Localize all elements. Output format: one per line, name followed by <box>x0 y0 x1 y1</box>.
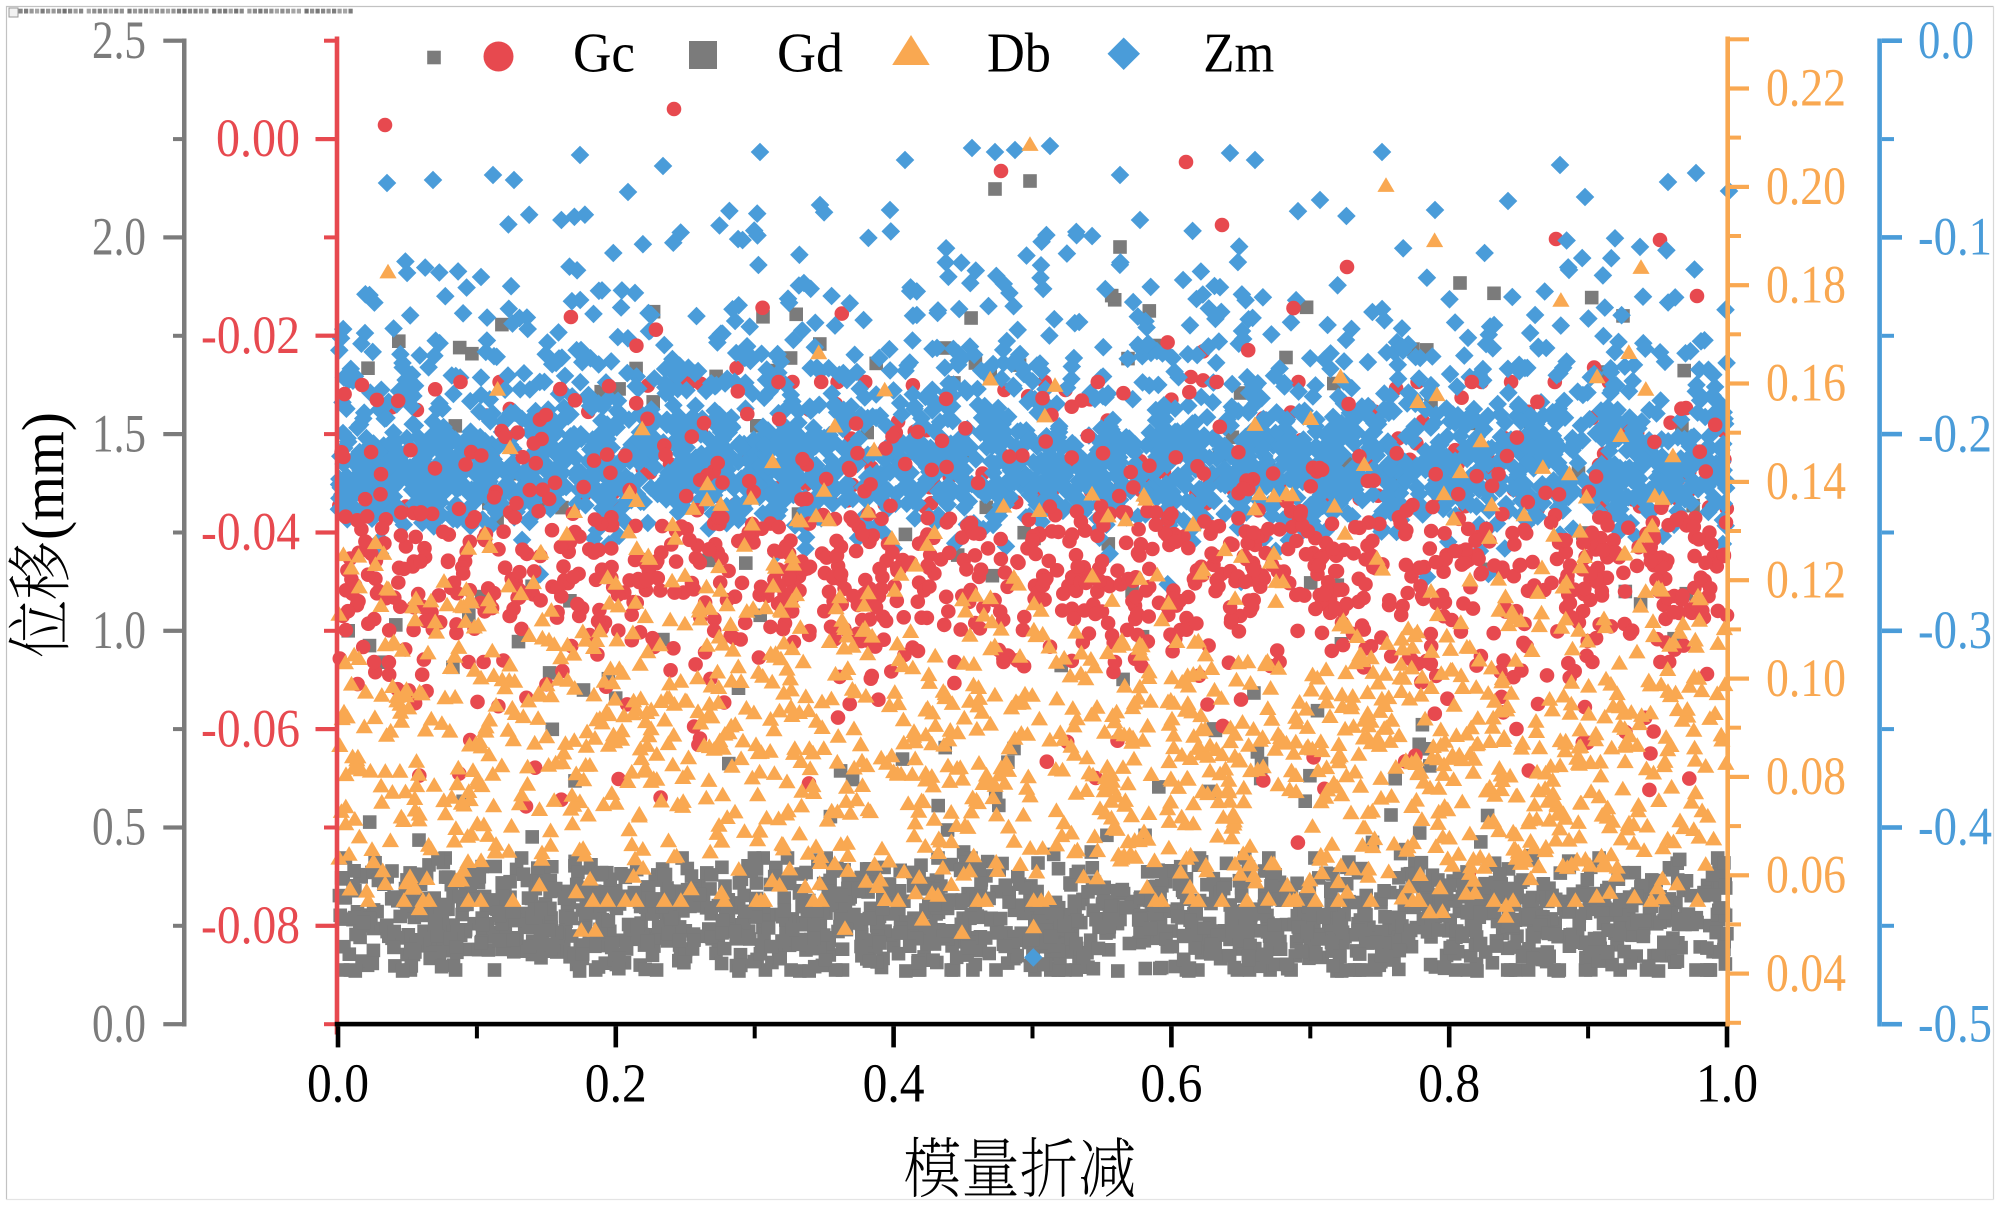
svg-text:-0.04: -0.04 <box>201 502 300 562</box>
svg-text:-0.3: -0.3 <box>1918 600 1992 660</box>
svg-text:-0.1: -0.1 <box>1918 207 1992 267</box>
svg-text:1.0: 1.0 <box>1696 1052 1758 1113</box>
svg-text:0.2: 0.2 <box>585 1052 647 1113</box>
svg-text:-0.4: -0.4 <box>1918 797 1992 857</box>
svg-text:0.10: 0.10 <box>1766 648 1846 708</box>
svg-text:2.0: 2.0 <box>92 207 146 267</box>
svg-text:0.5: 0.5 <box>92 797 146 857</box>
svg-text:0.0: 0.0 <box>1918 10 1974 70</box>
svg-text:0.22: 0.22 <box>1766 58 1846 118</box>
svg-text:0.06: 0.06 <box>1766 845 1846 905</box>
svg-text:-0.02: -0.02 <box>201 305 300 365</box>
svg-text:(mm): (mm) <box>11 412 77 540</box>
svg-text:0.14: 0.14 <box>1766 451 1846 511</box>
svg-text:0.08: 0.08 <box>1766 746 1846 806</box>
svg-text:0.20: 0.20 <box>1766 156 1846 216</box>
svg-text:0.18: 0.18 <box>1766 254 1846 314</box>
svg-text:0.8: 0.8 <box>1418 1052 1480 1113</box>
svg-text:0.4: 0.4 <box>863 1052 925 1113</box>
svg-text:-0.5: -0.5 <box>1918 993 1992 1053</box>
svg-text:0.0: 0.0 <box>92 993 146 1053</box>
svg-text:0.6: 0.6 <box>1140 1052 1202 1113</box>
svg-text:-0.08: -0.08 <box>201 895 300 955</box>
svg-text:0.12: 0.12 <box>1766 550 1846 610</box>
svg-text:2.5: 2.5 <box>92 10 146 70</box>
svg-text:0.0: 0.0 <box>307 1052 369 1113</box>
svg-text:0.16: 0.16 <box>1766 353 1846 413</box>
svg-text:Gc: Gc <box>573 23 635 85</box>
svg-text:Zm: Zm <box>1203 23 1274 85</box>
svg-text:Gd: Gd <box>777 23 843 85</box>
svg-text:1.5: 1.5 <box>92 403 146 463</box>
svg-text:Db: Db <box>987 23 1051 85</box>
svg-text:0.04: 0.04 <box>1766 943 1846 1003</box>
svg-text:1.0: 1.0 <box>92 600 146 660</box>
svg-text:0.00: 0.00 <box>216 108 300 168</box>
svg-text:-0.06: -0.06 <box>201 698 300 758</box>
svg-text:-0.2: -0.2 <box>1918 403 1992 463</box>
